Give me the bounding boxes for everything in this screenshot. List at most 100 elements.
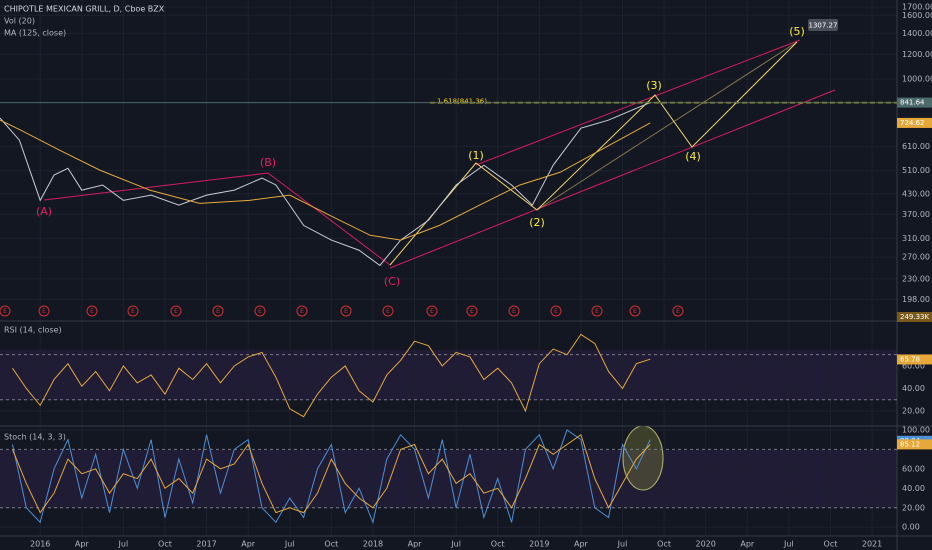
earnings-marker xyxy=(0,305,11,317)
y-tick-label: 430.00 xyxy=(902,189,930,198)
y-tick-label: 40.00 xyxy=(902,484,925,493)
earnings-label: E xyxy=(344,308,348,315)
earnings-label: E xyxy=(174,308,178,315)
x-tick-label: 2020 xyxy=(695,540,715,549)
y-tick-label: 20.00 xyxy=(902,407,925,416)
earnings-marker xyxy=(254,305,266,317)
earnings-marker xyxy=(212,305,224,317)
x-tick-label: Oct xyxy=(657,540,671,549)
panel-title: RSI (14, close) xyxy=(4,326,62,335)
target-box xyxy=(808,19,838,31)
price-tag xyxy=(897,97,932,108)
wave-label: (5) xyxy=(789,25,805,38)
earnings-marker xyxy=(466,305,478,317)
earnings-label: E xyxy=(258,308,262,315)
earnings-label: E xyxy=(676,308,680,315)
volume-tag-label: 249.33K xyxy=(900,313,929,321)
y-tick-label: 1600.00 xyxy=(902,11,932,20)
price-tag-label: 841.64 xyxy=(900,99,925,107)
x-tick-label: Apr xyxy=(740,540,755,549)
x-tick-label: Jul xyxy=(617,540,628,549)
price-tag-label: 85.12 xyxy=(900,440,920,448)
earnings-marker xyxy=(382,305,394,317)
series-line xyxy=(0,119,651,241)
price-tag xyxy=(897,439,932,450)
earnings-label: E xyxy=(386,308,390,315)
x-tick-label: Oct xyxy=(158,540,172,549)
earnings-marker xyxy=(550,305,562,317)
wave-label: (C) xyxy=(384,275,400,288)
x-tick-label: 2019 xyxy=(529,540,549,549)
earnings-marker xyxy=(86,305,98,317)
y-tick-label: 20.00 xyxy=(902,503,925,512)
x-tick-label: Apr xyxy=(408,540,423,549)
y-tick-label: 370.00 xyxy=(902,210,930,219)
wave-label: (4) xyxy=(685,150,701,163)
x-tick-label: Jul xyxy=(783,540,794,549)
series-line xyxy=(12,333,651,418)
wave-label: (2) xyxy=(529,216,545,229)
series-line xyxy=(0,102,651,267)
earnings-marker xyxy=(170,305,182,317)
rsi-band xyxy=(0,350,897,400)
highlight xyxy=(622,425,664,491)
volume-label: Vol (20) xyxy=(4,17,35,26)
y-tick-label: 270.00 xyxy=(902,253,930,262)
wave-label: (3) xyxy=(646,79,662,92)
price-tag-label: 724.62 xyxy=(900,119,925,127)
earnings-label: E xyxy=(42,308,46,315)
wave-label: (1) xyxy=(468,149,484,162)
earnings-label: E xyxy=(470,308,474,315)
x-tick-label: Jul xyxy=(118,540,129,549)
x-tick-label: 2021 xyxy=(862,540,882,549)
earnings-marker xyxy=(672,305,684,317)
abc-line xyxy=(43,172,391,266)
series-line xyxy=(12,433,651,514)
y-tick-label: 1700.00 xyxy=(902,3,932,12)
earnings-label: E xyxy=(90,308,94,315)
earnings-label: E xyxy=(595,308,599,315)
earnings-label: E xyxy=(512,308,516,315)
earnings-marker xyxy=(591,305,603,317)
y-tick-label: 198.00 xyxy=(902,295,930,304)
x-tick-label: Apr xyxy=(241,540,256,549)
y-tick-label: 60.00 xyxy=(902,361,925,370)
y-tick-label: 60.00 xyxy=(902,464,925,473)
x-tick-label: 2016 xyxy=(30,540,50,549)
volume-tag xyxy=(897,312,932,322)
y-tick-label: 1200.00 xyxy=(902,50,932,59)
x-tick-label: 2017 xyxy=(196,540,216,549)
target-label: 1307.27 xyxy=(809,22,838,30)
earnings-label: E xyxy=(300,308,304,315)
earnings-label: E xyxy=(3,308,7,315)
x-tick-label: 2018 xyxy=(363,540,383,549)
earnings-marker xyxy=(426,305,438,317)
x-tick-label: Jul xyxy=(450,540,461,549)
y-tick-label: 230.00 xyxy=(902,274,930,283)
channel-lower xyxy=(389,89,836,269)
fib-label: 1.618(841.36) xyxy=(437,98,487,106)
earnings-label: E xyxy=(633,308,637,315)
price-tag xyxy=(897,117,932,128)
y-tick-label: 610.00 xyxy=(902,142,930,151)
panel-title: Stoch (14, 3, 3) xyxy=(4,433,66,442)
y-tick-label: 510.00 xyxy=(902,166,930,175)
x-tick-label: Jul xyxy=(284,540,295,549)
earnings-label: E xyxy=(430,308,434,315)
y-tick-label: 310.00 xyxy=(902,234,930,243)
y-tick-label: 0.00 xyxy=(902,523,920,532)
earnings-marker xyxy=(127,305,139,317)
x-tick-label: Apr xyxy=(574,540,589,549)
price-tag xyxy=(897,354,932,365)
y-tick-label: 1000.00 xyxy=(902,75,932,84)
earnings-marker xyxy=(38,305,50,317)
earnings-label: E xyxy=(131,308,135,315)
y-tick-label: 40.00 xyxy=(902,384,925,393)
earnings-label: E xyxy=(216,308,220,315)
wave-label: (B) xyxy=(260,156,276,169)
x-tick-label: Oct xyxy=(824,540,838,549)
earnings-marker xyxy=(340,305,352,317)
y-tick-label: 1400.00 xyxy=(902,29,932,38)
earnings-marker xyxy=(296,305,308,317)
